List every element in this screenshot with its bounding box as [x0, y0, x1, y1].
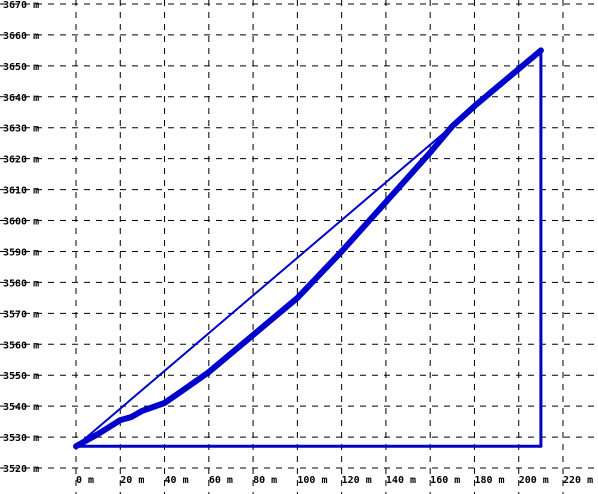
x-tick-label-180: 180 m — [474, 475, 504, 486]
y-tick-label-3590: 3590 m — [3, 247, 39, 258]
tick-labels: 0 m 20 m 40 m 60 m 80 m 100 m 120 m 140 m 160 m 1… — [3, 0, 593, 486]
x-tick-label-20: 20 m — [120, 475, 144, 486]
y-tick-label-3600: 3600 m — [3, 217, 39, 228]
y-tick-label-3650: 3650 m — [3, 62, 39, 73]
series-straight-line-reference — [75, 49, 542, 448]
y-tick-label-3620: 3620 m — [3, 155, 39, 166]
x-tick-label-220: 220 m — [563, 475, 593, 486]
series-layer — [73, 47, 544, 450]
x-tick-label-40: 40 m — [165, 475, 189, 486]
y-tick-label-3540: 3540 m — [3, 402, 39, 413]
x-tick-label-200: 200 m — [519, 475, 549, 486]
y-tick-label-3670: 3670 m — [3, 0, 39, 11]
y-tick-label-3560: 3560 m — [3, 340, 39, 351]
x-tick-label-80: 80 m — [253, 475, 277, 486]
y-tick-label-3610: 3610 m — [3, 186, 39, 197]
y-tick-label-3580: 3580 m — [3, 278, 39, 289]
x-tick-label-160: 160 m — [430, 475, 460, 486]
x-tick-label-120: 120 m — [342, 475, 372, 486]
x-tick-label-0: 0 m — [76, 475, 94, 486]
y-tick-label-3660: 3660 m — [3, 31, 39, 42]
y-tick-label-3550: 3550 m — [3, 371, 39, 382]
y-tick-label-3520: 3520 m — [3, 464, 39, 475]
x-tick-label-60: 60 m — [209, 475, 233, 486]
x-tick-label-100: 100 m — [297, 475, 327, 486]
y-tick-label-3630: 3630 m — [3, 124, 39, 135]
y-tick-label-3640: 3640 m — [3, 93, 39, 104]
x-tick-label-140: 140 m — [386, 475, 416, 486]
y-tick-label-3530: 3530 m — [3, 433, 39, 444]
y-tick-label-3570: 3570 m — [3, 309, 39, 320]
